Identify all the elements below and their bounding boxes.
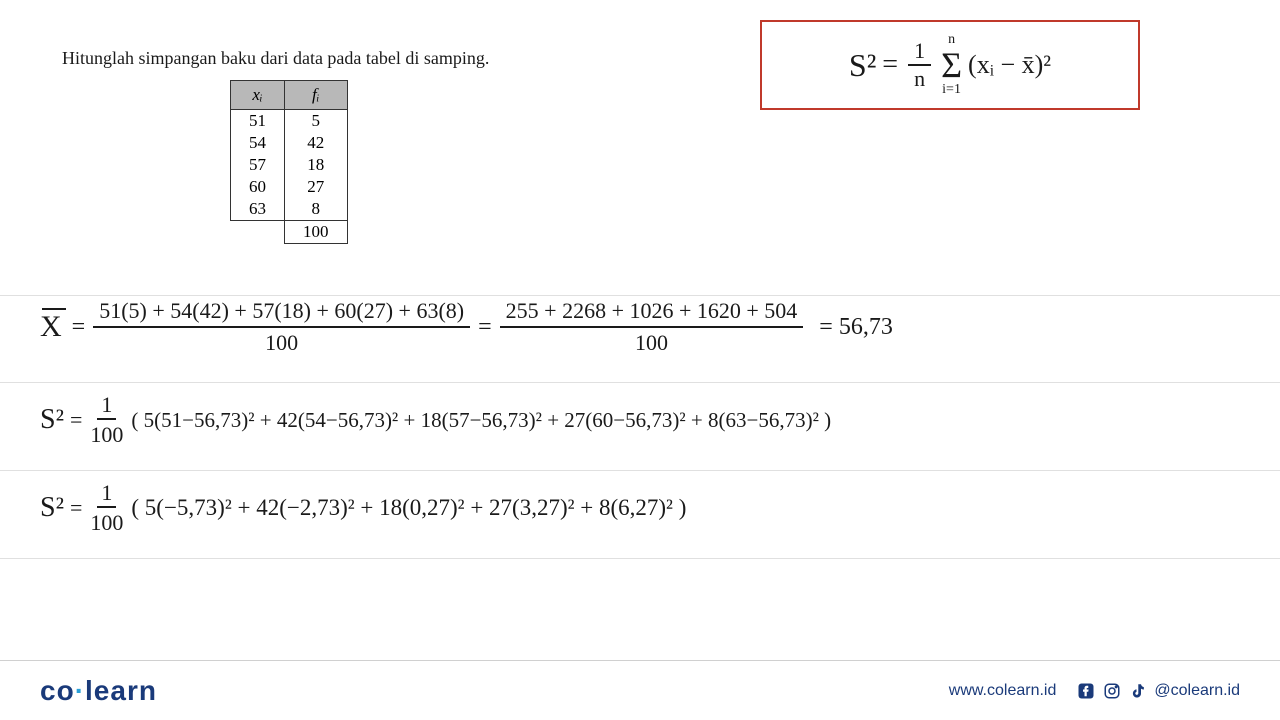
table-header-x: xᵢ: [231, 81, 285, 110]
variance-step-1: S² = 1 100 ( 5(51−56,73)² + 42(54−56,73)…: [40, 392, 831, 449]
variance-fraction: 1 100: [90, 480, 123, 537]
brand-logo: co·learn: [40, 675, 157, 707]
variance-expr-2: ( 5(−5,73)² + 42(−2,73)² + 18(0,27)² + 2…: [131, 495, 686, 521]
instagram-icon: [1102, 681, 1122, 701]
dot-icon: ·: [75, 675, 85, 706]
rule-line: [0, 470, 1280, 471]
table-row: 638: [231, 198, 348, 221]
formula-fraction: 1 n: [908, 38, 931, 92]
variance-formula-box: S² = 1 n n Σ i=1 (xᵢ − x̄)²: [760, 20, 1140, 110]
rule-line: [0, 295, 1280, 296]
mean-calculation: X = 51(5) + 54(42) + 57(18) + 60(27) + 6…: [40, 298, 893, 357]
rule-line: [0, 558, 1280, 559]
frequency-table: xᵢ fᵢ 515 5442 5718 6027 638 100: [230, 80, 348, 244]
table-row: 5718: [231, 154, 348, 176]
variance-expr-1: ( 5(51−56,73)² + 42(54−56,73)² + 18(57−5…: [131, 408, 831, 433]
rule-line: [0, 382, 1280, 383]
mean-fraction-1: 51(5) + 54(42) + 57(18) + 60(27) + 63(8)…: [93, 298, 470, 357]
table-row: 515: [231, 110, 348, 133]
footer: co·learn www.colearn.id @colearn.id: [0, 660, 1280, 720]
footer-right: www.colearn.id @colearn.id: [949, 681, 1240, 701]
footer-handle: @colearn.id: [1154, 682, 1240, 700]
table-row: 5442: [231, 132, 348, 154]
footer-url: www.colearn.id: [949, 682, 1057, 700]
table-row: 6027: [231, 176, 348, 198]
tiktok-icon: [1128, 681, 1148, 701]
mean-result: = 56,73: [819, 314, 893, 341]
table-header-f: fᵢ: [285, 81, 348, 110]
sigma-icon: n Σ i=1: [941, 33, 962, 97]
x-bar-symbol: X: [40, 310, 62, 344]
formula-s2: S²: [849, 47, 876, 84]
variance-fraction: 1 100: [90, 392, 123, 449]
table-total-row: 100: [231, 221, 348, 244]
facebook-icon: [1076, 681, 1096, 701]
mean-fraction-2: 255 + 2268 + 1026 + 1620 + 504 100: [500, 298, 804, 357]
formula-body: (xᵢ − x̄)²: [968, 50, 1051, 80]
problem-statement: Hitunglah simpangan baku dari data pada …: [62, 48, 489, 69]
variance-step-2: S² = 1 100 ( 5(−5,73)² + 42(−2,73)² + 18…: [40, 480, 686, 537]
social-icons: @colearn.id: [1076, 681, 1240, 701]
